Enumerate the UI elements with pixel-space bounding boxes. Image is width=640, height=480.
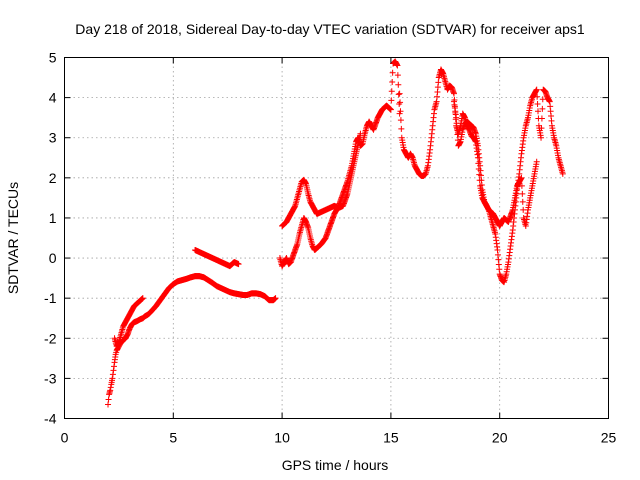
data-point bbox=[107, 387, 114, 394]
data-point bbox=[454, 125, 461, 132]
data-point bbox=[539, 105, 546, 112]
y-tick-label: 0 bbox=[49, 250, 57, 266]
data-point bbox=[110, 367, 117, 374]
data-point bbox=[533, 158, 540, 165]
x-tick-label: 5 bbox=[169, 430, 177, 446]
data-point bbox=[398, 125, 405, 132]
data-point bbox=[451, 90, 458, 97]
data-point bbox=[105, 401, 112, 408]
data-point bbox=[387, 106, 394, 113]
axis-ticks: 0 5 10 15 20 25 -4 -3 -2 -1 0 1 2 3 4 5 bbox=[44, 50, 616, 446]
data-point bbox=[539, 96, 546, 103]
data-point bbox=[107, 384, 114, 391]
data-point bbox=[109, 371, 116, 378]
data-point bbox=[394, 62, 401, 69]
y-tick-label: 2 bbox=[49, 170, 57, 186]
x-axis-label: GPS time / hours bbox=[282, 457, 389, 473]
y-tick-label: -1 bbox=[44, 290, 57, 306]
data-point bbox=[397, 117, 404, 124]
y-tick-label: 4 bbox=[49, 90, 57, 106]
x-tick-label: 0 bbox=[61, 430, 69, 446]
data-point bbox=[139, 295, 146, 302]
x-tick-label: 25 bbox=[601, 430, 617, 446]
data-point bbox=[395, 91, 402, 98]
data-point bbox=[453, 120, 460, 127]
data-point bbox=[534, 101, 541, 108]
data-point bbox=[389, 78, 396, 85]
data-point bbox=[538, 134, 545, 141]
data-point bbox=[235, 261, 242, 268]
data-point bbox=[394, 72, 401, 79]
y-axis-label: SDTVAR / TECUs bbox=[5, 182, 21, 294]
data-point bbox=[534, 93, 541, 100]
y-tick-label: -2 bbox=[44, 330, 57, 346]
y-tick-label: 3 bbox=[49, 130, 57, 146]
plot-frame bbox=[64, 57, 609, 419]
data-point bbox=[559, 170, 566, 177]
data-point bbox=[518, 174, 525, 181]
data-point bbox=[397, 108, 404, 115]
x-tick-label: 10 bbox=[274, 430, 290, 446]
data-point bbox=[111, 363, 118, 370]
data-point bbox=[538, 115, 545, 122]
data-point bbox=[534, 108, 541, 115]
data-point bbox=[389, 69, 396, 76]
data-point bbox=[105, 396, 112, 403]
grid-lines bbox=[64, 57, 609, 419]
chart-title: Day 218 of 2018, Sidereal Day-to-day VTE… bbox=[75, 21, 585, 37]
x-tick-label: 15 bbox=[383, 430, 399, 446]
data-points bbox=[105, 58, 566, 408]
data-point bbox=[518, 182, 525, 189]
data-point bbox=[388, 88, 395, 95]
data-point bbox=[109, 375, 116, 382]
data-point bbox=[397, 99, 404, 106]
y-tick-label: 5 bbox=[49, 50, 57, 66]
data-point bbox=[519, 190, 526, 197]
x-tick-label: 20 bbox=[492, 430, 508, 446]
data-point bbox=[395, 81, 402, 88]
data-point bbox=[533, 86, 540, 93]
data-point bbox=[453, 114, 460, 121]
y-tick-label: 1 bbox=[49, 210, 57, 226]
data-point bbox=[388, 97, 395, 104]
data-point bbox=[519, 198, 526, 205]
y-tick-label: -4 bbox=[44, 411, 57, 427]
data-point bbox=[272, 295, 279, 302]
data-point bbox=[396, 90, 403, 97]
data-point bbox=[538, 125, 545, 132]
y-tick-label: -3 bbox=[44, 370, 57, 386]
data-point bbox=[357, 130, 364, 137]
